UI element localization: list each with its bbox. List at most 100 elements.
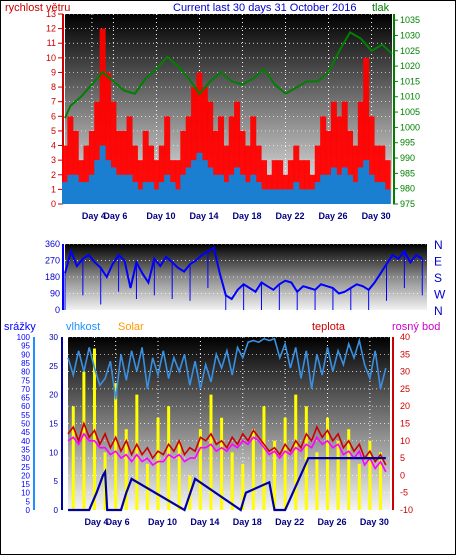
y-left-tick-label: 5	[51, 126, 56, 136]
rain-tick-label: 60	[21, 402, 30, 411]
gust-bar	[99, 28, 106, 204]
rain-tick-label: 10	[21, 489, 30, 498]
average-bar	[347, 174, 354, 204]
gust-bar	[368, 116, 375, 204]
average-bar	[164, 174, 171, 204]
average-bar	[217, 174, 224, 204]
gust-bar	[260, 160, 267, 204]
y-left-tick-label: 0	[51, 199, 56, 209]
gust-bar	[330, 101, 337, 204]
y-left-tick-label: 3	[51, 155, 56, 165]
gust-bar	[320, 116, 327, 204]
gust-bar	[271, 160, 278, 204]
average-bar	[363, 160, 370, 204]
gust-bar	[62, 145, 68, 204]
temp-tick-label: 10	[400, 436, 410, 446]
average-bar	[304, 189, 311, 204]
average-bar	[314, 182, 321, 204]
gust-bar	[164, 116, 171, 204]
gust-bar	[67, 116, 74, 204]
gust-bar	[293, 145, 300, 204]
gust-bar	[347, 130, 354, 204]
gust-bar	[287, 160, 294, 204]
gust-bar	[336, 116, 343, 204]
gust-bar	[325, 130, 332, 204]
gust-bar	[277, 160, 284, 204]
compass-label: E	[434, 255, 442, 269]
rain-tick-label: 100	[17, 333, 31, 342]
average-bar	[384, 189, 391, 204]
rain-tick-label: 80	[21, 368, 30, 377]
temp-tick-label: 5	[400, 453, 405, 463]
temp-tick-label: 35	[400, 349, 410, 359]
y-right-tick-label: 995	[400, 138, 415, 148]
wind-axis-label: rychlost větru	[5, 2, 70, 14]
gust-bar	[196, 72, 203, 204]
average-bar	[126, 174, 133, 204]
temp-tick-label: 30	[400, 367, 410, 377]
gust-bar	[363, 57, 370, 204]
average-bar	[153, 189, 160, 204]
average-bar	[201, 160, 208, 204]
average-bar	[180, 174, 187, 204]
average-bar	[148, 182, 155, 204]
average-bar	[320, 174, 327, 204]
rain-tick-label: 35	[21, 445, 30, 454]
average-bar	[78, 182, 85, 204]
average-bar	[191, 160, 198, 204]
gust-bar	[158, 145, 165, 204]
gust-bar	[341, 101, 348, 204]
temperature-axis-label: teplota	[312, 321, 346, 333]
direction-tick-label: 0	[55, 305, 60, 315]
x-tick-label: Day 14	[190, 517, 219, 527]
gust-bar	[304, 160, 311, 204]
solar-tick-label: 0	[54, 506, 59, 515]
gust-bar	[379, 145, 386, 204]
solar-tick-label: 15	[49, 420, 58, 429]
gust-bar	[223, 145, 230, 204]
y-right-tick-label: 990	[400, 153, 415, 163]
gust-bar	[217, 116, 224, 204]
rain-tick-label: 40	[21, 437, 30, 446]
gust-bar	[207, 101, 214, 204]
x-tick-label: Day 10	[148, 517, 177, 527]
average-bar	[266, 189, 273, 204]
gust-bar	[185, 116, 192, 204]
solar-tick-label: 30	[49, 333, 58, 342]
y-right-tick-label: 980	[400, 184, 415, 194]
gust-bar	[94, 101, 101, 204]
average-bar	[169, 182, 176, 204]
average-bar	[260, 189, 267, 204]
average-bar	[255, 182, 262, 204]
x-tick-label: Day 30	[362, 211, 391, 221]
average-bar	[287, 189, 294, 204]
x-tick-label: Day 18	[232, 211, 261, 221]
average-bar	[99, 145, 106, 204]
average-bar	[142, 182, 149, 204]
solar-tick-label: 5	[54, 477, 59, 486]
compass-label: S	[434, 271, 442, 285]
gust-bar	[255, 145, 262, 204]
average-bar	[105, 160, 112, 204]
y-right-tick-label: 1030	[400, 30, 420, 40]
gust-bar	[244, 145, 251, 204]
average-bar	[341, 167, 348, 204]
average-bar	[293, 182, 300, 204]
y-right-tick-label: 1000	[400, 122, 420, 132]
average-bar	[357, 167, 364, 204]
average-bar	[250, 174, 257, 204]
gust-bar	[191, 87, 198, 204]
average-bar	[158, 182, 165, 204]
temp-tick-label: 15	[400, 419, 410, 429]
rain-tick-label: 85	[21, 359, 30, 368]
solar-tick-label: 10	[49, 448, 58, 457]
x-tick-label: Day 30	[360, 517, 389, 527]
average-bar	[115, 174, 122, 204]
x-tick-label: Day 14	[189, 211, 218, 221]
direction-line	[64, 246, 423, 301]
y-left-tick-label: 7	[51, 97, 56, 107]
y-left-tick-label: 6	[51, 111, 56, 121]
average-bar	[83, 182, 90, 204]
